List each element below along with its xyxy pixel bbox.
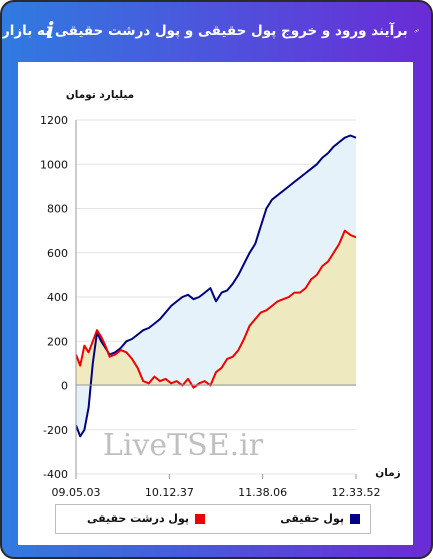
grid-lines [76, 119, 356, 475]
y-tick-label: 200 [47, 335, 68, 348]
y-axis-label: میلیارد تومان [66, 89, 134, 101]
y-tick-label: 600 [47, 247, 68, 260]
legend-label-real-money: پول حقیقی [280, 512, 344, 525]
x-axis-label: زمان [375, 467, 400, 479]
series-area-big-real-money [76, 230, 356, 388]
info-icon[interactable]: i [46, 18, 55, 44]
series-line-real-money[interactable] [76, 134, 356, 438]
x-tick-label: 09.05.03 [52, 486, 101, 499]
y-tick-label: -200 [43, 424, 68, 437]
axes [75, 120, 356, 474]
legend-item-real-money[interactable]: پول حقیقی [280, 512, 360, 525]
y-tick-label: 1000 [40, 158, 68, 171]
y-tick-label: 1200 [40, 114, 68, 127]
chart-legend: پول حقیقی پول درشت حقیقی [55, 504, 371, 534]
widget-header: برآیند ورود و خروج پول حقیقی و پول درشت … [2, 2, 431, 60]
y-tick-labels: 1200 1000 800 600 400 200 0 -200 -400 [40, 114, 68, 481]
series-areas [76, 135, 356, 437]
link-icon[interactable] [414, 21, 419, 41]
legend-swatch-real-money [350, 513, 360, 524]
x-tick-label: 11.38.06 [238, 486, 287, 499]
y-tick-label: 400 [47, 291, 68, 304]
x-tick-labels: 09.05.03 10.12.37 11.38.06 12.33.52 [52, 474, 381, 499]
y-tick-label: 0 [61, 380, 68, 393]
y-tick-label: -400 [43, 468, 68, 481]
legend-item-big-real-money[interactable]: پول درشت حقیقی [87, 512, 205, 525]
watermark: LiveTSE.ir [103, 428, 264, 463]
widget-title: برآیند ورود و خروج پول حقیقی و پول درشت … [2, 23, 408, 39]
x-tick-label: 10.12.37 [145, 486, 194, 499]
x-tick-label: 12.33.52 [332, 486, 381, 499]
y-tick-label: 800 [47, 203, 68, 216]
legend-label-big-real-money: پول درشت حقیقی [86, 512, 189, 525]
legend-swatch-big-real-money [195, 513, 205, 524]
